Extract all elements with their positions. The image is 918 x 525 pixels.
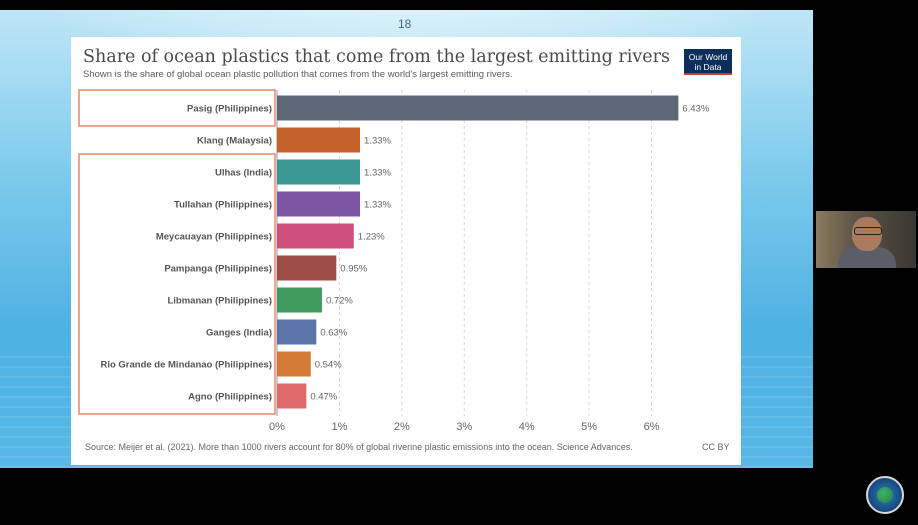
- bar: [277, 351, 311, 377]
- channel-logo-icon: [866, 476, 904, 514]
- bar: [277, 223, 354, 249]
- chart-card: Share of ocean plastics that come from t…: [71, 37, 741, 465]
- bar-category-label: Libmanan (Philippines): [167, 296, 272, 307]
- bar-value-label: 0.54%: [315, 360, 342, 371]
- highlight-box: [78, 153, 276, 415]
- bar-category-label: Tullahan (Philippines): [174, 200, 272, 211]
- bar: [277, 127, 361, 153]
- chart-subtitle: Shown is the share of global ocean plast…: [83, 69, 513, 80]
- highlight-box: [78, 89, 276, 127]
- slide-number: 18: [398, 17, 412, 31]
- bar-category-label: Ganges (India): [206, 328, 272, 339]
- bar: [277, 255, 337, 281]
- logo-line-1: Our World: [688, 52, 728, 62]
- bar-chart: 0% 1% 2% 3% 4% 5% 6% Pasig (Philippines) 6.43% Kl…: [78, 89, 710, 433]
- x-tick-label: 5%: [581, 421, 597, 433]
- bar-value-label: 0.63%: [320, 328, 347, 339]
- chart-source: Source: Meijer et al. (2021). More than …: [85, 442, 633, 452]
- bar-category-label: Rio Grande de Mindanao (Philippines): [100, 360, 272, 371]
- bar-value-label: 0.72%: [326, 296, 353, 307]
- bar-category-label: Pampanga (Philippines): [164, 264, 272, 275]
- x-tick-label: 1%: [331, 421, 347, 433]
- chart-title: Share of ocean plastics that come from t…: [83, 47, 670, 67]
- bar: [277, 319, 317, 345]
- bar-value-label: 1.33%: [364, 136, 391, 147]
- x-tick-label: 0%: [269, 421, 285, 433]
- x-tick-label: 6%: [644, 421, 660, 433]
- logo-line-2: in Data: [694, 62, 722, 72]
- chart-license[interactable]: CC BY: [702, 442, 730, 452]
- our-world-in-data-logo[interactable]: Our World in Data: [684, 49, 732, 75]
- bar: [277, 287, 322, 313]
- bar: [277, 191, 361, 217]
- bar-value-label: 1.23%: [358, 232, 385, 243]
- x-tick-label: 4%: [519, 421, 535, 433]
- bar-value-label: 0.47%: [310, 392, 337, 403]
- bar-category-label: Agno (Philippines): [188, 392, 272, 403]
- x-tick-label: 3%: [456, 421, 472, 433]
- bar-value-label: 1.33%: [364, 168, 391, 179]
- bar-category-label: Meycauayan (Philippines): [156, 232, 272, 243]
- bar-category-label: Ulhas (India): [215, 168, 272, 179]
- bar-value-label: 0.95%: [340, 264, 367, 275]
- bar: [277, 95, 679, 121]
- presenter-body: [838, 247, 896, 268]
- bar: [277, 159, 361, 185]
- bar-value-label: 6.43%: [682, 104, 709, 115]
- bar: [277, 383, 307, 409]
- webcam-video-thumbnail[interactable]: [816, 211, 916, 268]
- bar-category-label: Pasig (Philippines): [187, 104, 272, 115]
- bar-category-label: Klang (Malaysia): [197, 136, 272, 147]
- presenter-glasses: [854, 227, 882, 235]
- x-tick-label: 2%: [394, 421, 410, 433]
- bar-value-label: 1.33%: [364, 200, 391, 211]
